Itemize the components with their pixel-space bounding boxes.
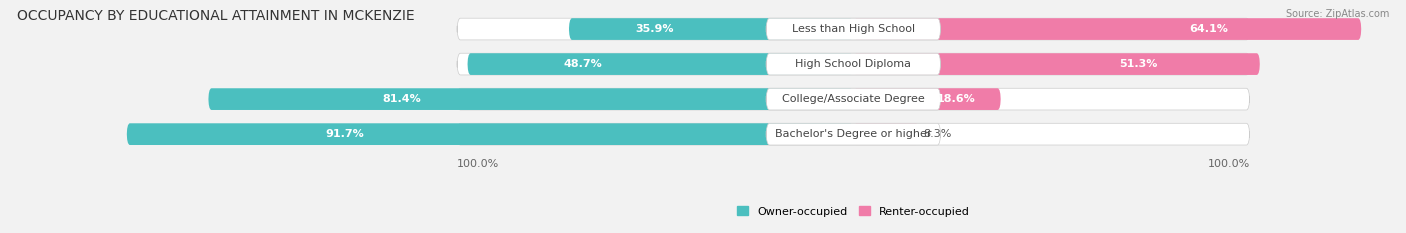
FancyBboxPatch shape <box>457 18 1250 40</box>
Text: OCCUPANCY BY EDUCATIONAL ATTAINMENT IN MCKENZIE: OCCUPANCY BY EDUCATIONAL ATTAINMENT IN M… <box>17 9 415 23</box>
Text: 48.7%: 48.7% <box>564 59 603 69</box>
Text: High School Diploma: High School Diploma <box>796 59 911 69</box>
FancyBboxPatch shape <box>766 18 941 40</box>
Text: 51.3%: 51.3% <box>1119 59 1157 69</box>
FancyBboxPatch shape <box>766 123 941 145</box>
FancyBboxPatch shape <box>457 88 1250 110</box>
Text: 35.9%: 35.9% <box>636 24 673 34</box>
FancyBboxPatch shape <box>853 18 1361 40</box>
FancyBboxPatch shape <box>853 123 920 145</box>
FancyBboxPatch shape <box>766 88 941 110</box>
FancyBboxPatch shape <box>457 123 1250 145</box>
Text: 64.1%: 64.1% <box>1189 24 1229 34</box>
FancyBboxPatch shape <box>853 88 1001 110</box>
Text: Source: ZipAtlas.com: Source: ZipAtlas.com <box>1285 9 1389 19</box>
FancyBboxPatch shape <box>569 18 853 40</box>
Text: 91.7%: 91.7% <box>325 129 364 139</box>
FancyBboxPatch shape <box>766 53 941 75</box>
FancyBboxPatch shape <box>467 53 853 75</box>
FancyBboxPatch shape <box>457 53 1250 75</box>
Text: 18.6%: 18.6% <box>938 94 976 104</box>
Text: 100.0%: 100.0% <box>457 159 499 169</box>
FancyBboxPatch shape <box>208 88 853 110</box>
Legend: Owner-occupied, Renter-occupied: Owner-occupied, Renter-occupied <box>733 202 974 221</box>
FancyBboxPatch shape <box>853 53 1260 75</box>
Text: College/Associate Degree: College/Associate Degree <box>782 94 925 104</box>
Text: 100.0%: 100.0% <box>1208 159 1250 169</box>
Text: 8.3%: 8.3% <box>924 129 952 139</box>
Text: 81.4%: 81.4% <box>382 94 422 104</box>
FancyBboxPatch shape <box>127 123 853 145</box>
Text: Less than High School: Less than High School <box>792 24 915 34</box>
Text: Bachelor's Degree or higher: Bachelor's Degree or higher <box>775 129 932 139</box>
